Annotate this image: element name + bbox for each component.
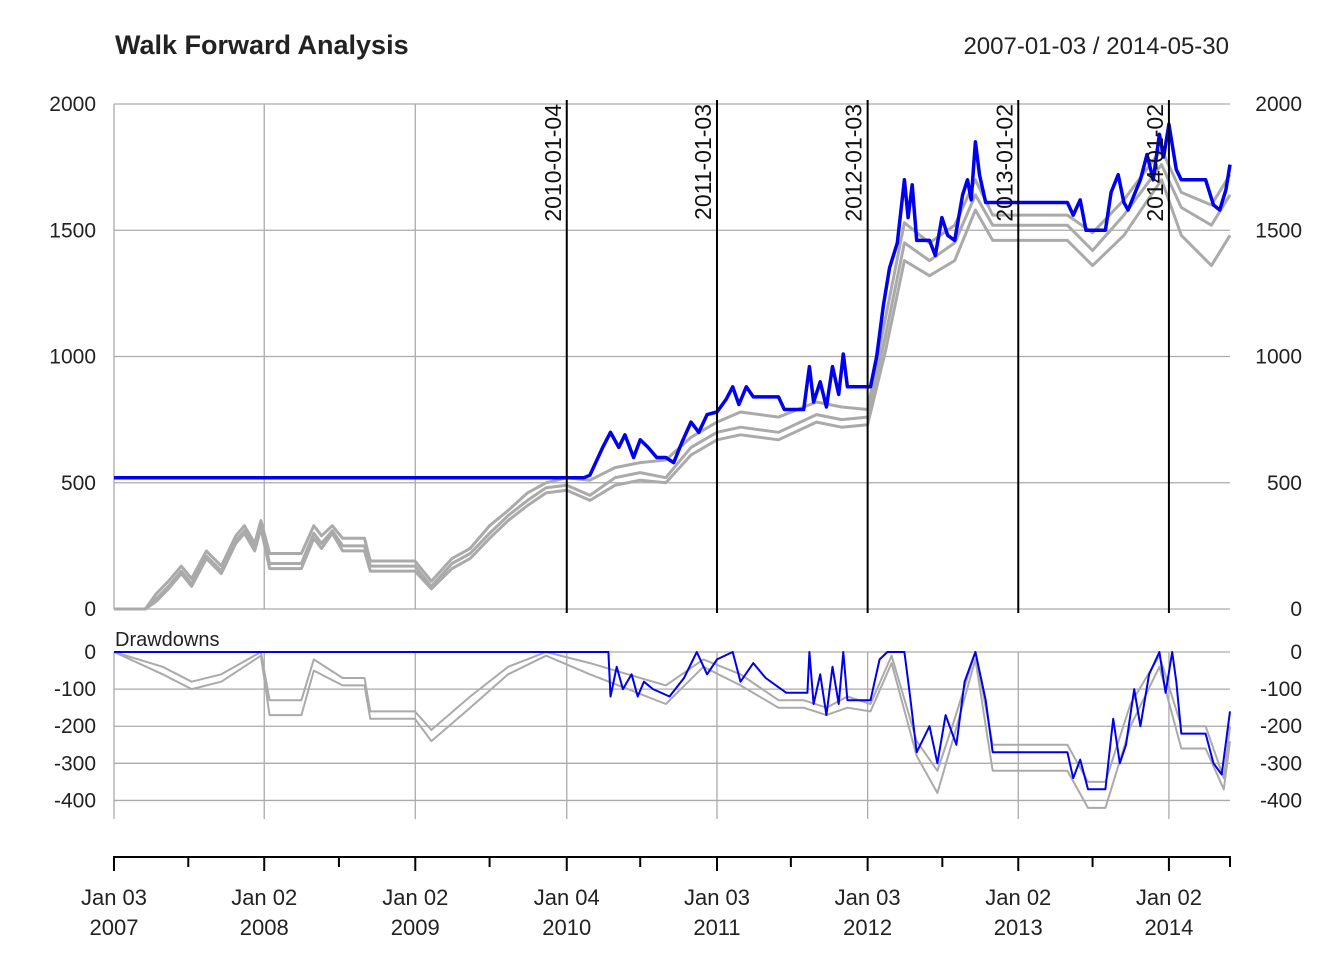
main-ytick-right: 1500 [1255, 219, 1302, 242]
drawdown-ytick-right: -200 [1260, 715, 1302, 738]
main-ytick-right: 500 [1267, 472, 1302, 495]
marker-label: 2011-01-03 [690, 104, 716, 220]
x-tick-label-date: Jan 03 [81, 885, 147, 910]
marker-label: 2012-01-03 [841, 104, 867, 222]
x-tick-label-year: 2012 [843, 915, 892, 940]
in-sample-drawdown-line-1 [113, 651, 1231, 783]
x-tick-label-date: Jan 03 [684, 885, 750, 910]
main-ytick-right: 1000 [1255, 346, 1302, 369]
main-ytick-left: 2000 [49, 93, 96, 116]
x-tick-label-date: Jan 02 [1136, 885, 1202, 910]
walk-forward-markers: 2010-01-04 2011-01-03 2012-01-03 2013-01-02… [540, 100, 1170, 613]
x-tick-label-year: 2010 [542, 915, 591, 940]
x-tick-label-date: Jan 02 [231, 885, 297, 910]
walk-forward-drawdown-line [114, 651, 1231, 791]
chart-date-range: 2007-01-03 / 2014-05-30 [963, 33, 1229, 60]
drawdown-ytick-left: -100 [54, 678, 96, 701]
drawdown-ytick-right: 0 [1290, 641, 1302, 664]
x-tick-label-year: 2013 [994, 915, 1043, 940]
x-tick-label-year: 2008 [240, 915, 289, 940]
marker-label: 2010-01-04 [540, 104, 566, 222]
x-tick-label-year: 2014 [1144, 915, 1193, 940]
in-sample-equity-line-1 [114, 147, 1232, 611]
drawdown-ytick-right: -300 [1260, 752, 1302, 775]
x-tick-label-year: 2009 [391, 915, 440, 940]
walk-forward-layer [114, 122, 1232, 791]
in-sample-drawdown-line-2 [113, 651, 1231, 809]
main-ytick-right: 0 [1290, 598, 1302, 621]
chart-title: Walk Forward Analysis [115, 30, 409, 60]
main-ytick-left: 1000 [49, 346, 96, 369]
x-tick-label-year: 2011 [693, 915, 740, 940]
drawdown-panel-label: Drawdowns [115, 629, 219, 651]
axis-layer: 0 0 500 500 1000 1000 1500 1500 2000 2000 0 0 -100 -1… [49, 93, 1302, 940]
drawdown-ytick-left: -400 [54, 789, 96, 812]
drawdown-ytick-left: -200 [54, 715, 96, 738]
in-sample-equity-line-3 [114, 178, 1232, 611]
drawdown-ytick-left: 0 [84, 641, 96, 664]
drawdown-ytick-right: -100 [1260, 678, 1302, 701]
x-tick-label-date: Jan 03 [835, 885, 901, 910]
marker-label: 2013-01-02 [991, 104, 1017, 222]
walk-forward-equity-line [114, 122, 1232, 480]
x-tick-label-date: Jan 02 [985, 885, 1051, 910]
x-tick-label-date: Jan 04 [534, 885, 600, 910]
marker-label: 2014-01-02 [1142, 104, 1168, 222]
main-ytick-left: 500 [61, 472, 96, 495]
x-tick-label-date: Jan 02 [382, 885, 448, 910]
main-ytick-left: 0 [84, 598, 96, 621]
drawdown-ytick-left: -300 [54, 752, 96, 775]
main-ytick-right: 2000 [1255, 93, 1302, 116]
x-tick-label-year: 2007 [90, 915, 139, 940]
drawdown-ytick-right: -400 [1260, 789, 1302, 812]
in-sample-equity-line-2 [114, 163, 1232, 611]
main-ytick-left: 1500 [49, 219, 96, 242]
